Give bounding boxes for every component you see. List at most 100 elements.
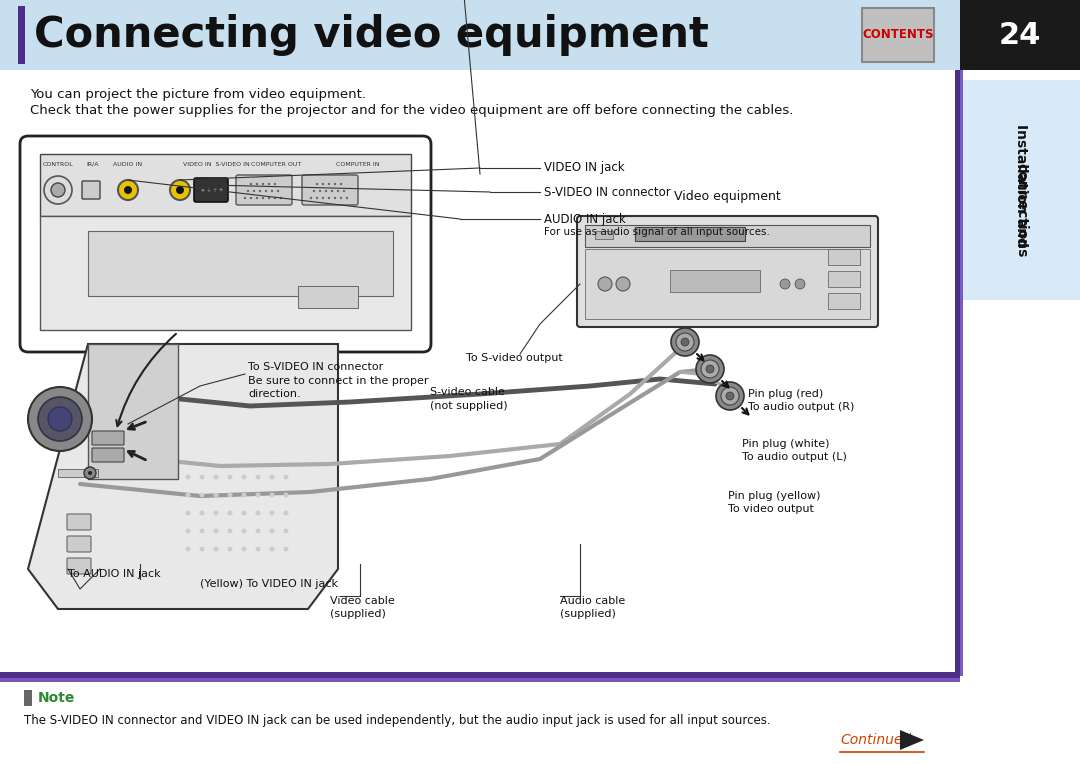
Circle shape <box>701 360 719 378</box>
FancyBboxPatch shape <box>67 558 91 574</box>
Text: Connecting video equipment: Connecting video equipment <box>33 14 708 56</box>
Circle shape <box>265 189 267 193</box>
Circle shape <box>270 474 274 480</box>
FancyBboxPatch shape <box>92 431 124 445</box>
Text: Installation and: Installation and <box>1014 124 1028 247</box>
Text: IR/A: IR/A <box>86 162 99 167</box>
Circle shape <box>202 189 204 192</box>
Circle shape <box>51 183 65 197</box>
Text: Video equipment: Video equipment <box>674 190 781 203</box>
Circle shape <box>242 529 246 533</box>
Text: CONTROL: CONTROL <box>42 162 73 167</box>
Circle shape <box>268 183 270 185</box>
FancyBboxPatch shape <box>92 448 124 462</box>
Circle shape <box>228 493 232 497</box>
Polygon shape <box>87 344 178 479</box>
Bar <box>828 271 860 287</box>
Circle shape <box>256 197 258 199</box>
Circle shape <box>118 180 138 200</box>
Circle shape <box>706 365 714 373</box>
Circle shape <box>186 546 190 552</box>
Circle shape <box>186 474 190 480</box>
Circle shape <box>283 510 288 516</box>
Circle shape <box>340 183 342 185</box>
Circle shape <box>328 183 330 185</box>
FancyBboxPatch shape <box>302 175 357 205</box>
Circle shape <box>342 189 346 193</box>
Circle shape <box>256 474 260 480</box>
Bar <box>40 154 411 216</box>
Circle shape <box>256 529 260 533</box>
Bar <box>24 690 32 706</box>
Circle shape <box>256 510 260 516</box>
Circle shape <box>270 546 274 552</box>
Text: To S-video output: To S-video output <box>465 353 563 363</box>
Text: Video cable: Video cable <box>330 596 395 606</box>
Circle shape <box>242 546 246 552</box>
Text: Check that the power supplies for the projector and for the video equipment are : Check that the power supplies for the pr… <box>30 104 794 117</box>
Bar <box>585 225 870 247</box>
Circle shape <box>315 183 319 185</box>
Text: S-VIDEO IN connector: S-VIDEO IN connector <box>544 186 671 199</box>
Circle shape <box>270 529 274 533</box>
Circle shape <box>228 529 232 533</box>
Circle shape <box>671 328 699 356</box>
Circle shape <box>44 176 72 204</box>
Circle shape <box>247 189 249 193</box>
Text: Pin plug (red): Pin plug (red) <box>748 389 823 399</box>
Circle shape <box>200 546 204 552</box>
Text: VIDEO IN jack: VIDEO IN jack <box>544 161 624 174</box>
Bar <box>0 0 960 70</box>
Circle shape <box>256 183 258 185</box>
Circle shape <box>214 546 218 552</box>
Circle shape <box>261 197 265 199</box>
Circle shape <box>268 197 270 199</box>
Circle shape <box>176 186 184 194</box>
Bar <box>18 6 25 64</box>
Circle shape <box>283 474 288 480</box>
Circle shape <box>261 183 265 185</box>
FancyBboxPatch shape <box>82 181 100 199</box>
Circle shape <box>228 474 232 480</box>
Text: S-video cable: S-video cable <box>430 387 504 397</box>
Circle shape <box>270 510 274 516</box>
Circle shape <box>214 189 216 192</box>
Text: You can project the picture from video equipment.: You can project the picture from video e… <box>30 88 366 101</box>
Circle shape <box>200 493 204 497</box>
Text: To AUDIO IN jack: To AUDIO IN jack <box>68 569 161 579</box>
Circle shape <box>249 197 253 199</box>
FancyBboxPatch shape <box>194 178 228 202</box>
Text: The S-VIDEO IN connector and VIDEO IN jack can be used independently, but the au: The S-VIDEO IN connector and VIDEO IN ja… <box>24 714 771 727</box>
Text: Note: Note <box>38 691 76 705</box>
Bar <box>298 286 357 308</box>
Circle shape <box>313 189 315 193</box>
Circle shape <box>186 510 190 516</box>
Bar <box>0 672 960 678</box>
Text: COMPUTER IN: COMPUTER IN <box>336 162 380 167</box>
Circle shape <box>207 189 211 192</box>
Circle shape <box>310 197 312 199</box>
Circle shape <box>334 197 336 199</box>
Bar <box>585 249 870 319</box>
Text: Pin plug (white): Pin plug (white) <box>742 439 829 449</box>
Circle shape <box>242 493 246 497</box>
Circle shape <box>274 197 276 199</box>
Circle shape <box>270 493 274 497</box>
Bar <box>955 70 960 676</box>
Circle shape <box>219 189 222 192</box>
Polygon shape <box>28 344 338 609</box>
Circle shape <box>696 355 724 383</box>
Circle shape <box>186 529 190 533</box>
Circle shape <box>322 183 324 185</box>
Bar <box>40 216 411 330</box>
Bar <box>635 227 745 241</box>
Text: (Yellow) To VIDEO IN jack: (Yellow) To VIDEO IN jack <box>200 579 338 589</box>
Circle shape <box>681 338 689 346</box>
Text: To S-VIDEO IN connector: To S-VIDEO IN connector <box>248 362 383 372</box>
Circle shape <box>283 493 288 497</box>
Circle shape <box>84 467 96 479</box>
Bar <box>0 678 960 682</box>
Circle shape <box>346 197 348 199</box>
Circle shape <box>325 189 327 193</box>
Circle shape <box>253 189 255 193</box>
